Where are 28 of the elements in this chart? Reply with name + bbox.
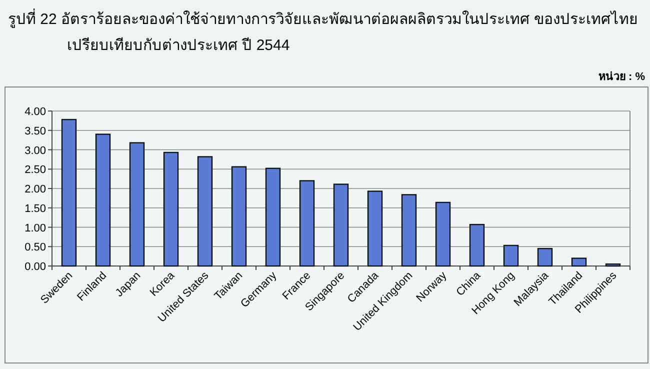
- chart-subtitle: เปรียบเทียบกับต่างประเทศ ปี 2544: [67, 37, 290, 54]
- bar: [95, 134, 111, 267]
- y-tick-label: 2.00: [24, 184, 46, 196]
- bar: [231, 166, 247, 267]
- y-tick-label: 0.00: [24, 261, 46, 273]
- bar: [435, 202, 451, 267]
- y-tick-label: 4.00: [24, 106, 46, 118]
- bar: [197, 156, 213, 267]
- bar: [265, 168, 281, 267]
- y-tick-label: 1.00: [24, 222, 46, 234]
- bar: [163, 152, 179, 267]
- text: หน่วย : %: [598, 71, 646, 83]
- y-tick-label: 3.00: [24, 144, 46, 157]
- bar: [537, 248, 553, 267]
- chart-title: รูปที่ 22 อัตราร้อยละของค่าใช้จ่ายทางการวิจัยและพัฒนาต่อผลผลิตรวมในประเทศ ของประเทศไทย: [8, 8, 638, 28]
- bar: [333, 184, 349, 267]
- bar: [401, 194, 417, 267]
- bar: [503, 244, 519, 267]
- bar: [61, 118, 77, 267]
- bar: [299, 180, 315, 267]
- bar: [129, 142, 145, 267]
- bar: [367, 190, 383, 267]
- y-tick-label: 0.50: [24, 242, 46, 254]
- bar: [571, 258, 587, 267]
- y-tick-label: 2.50: [24, 164, 46, 176]
- y-tick-label: 1.50: [24, 202, 46, 215]
- y-tick-label: 3.50: [24, 125, 46, 138]
- bar: [469, 224, 485, 267]
